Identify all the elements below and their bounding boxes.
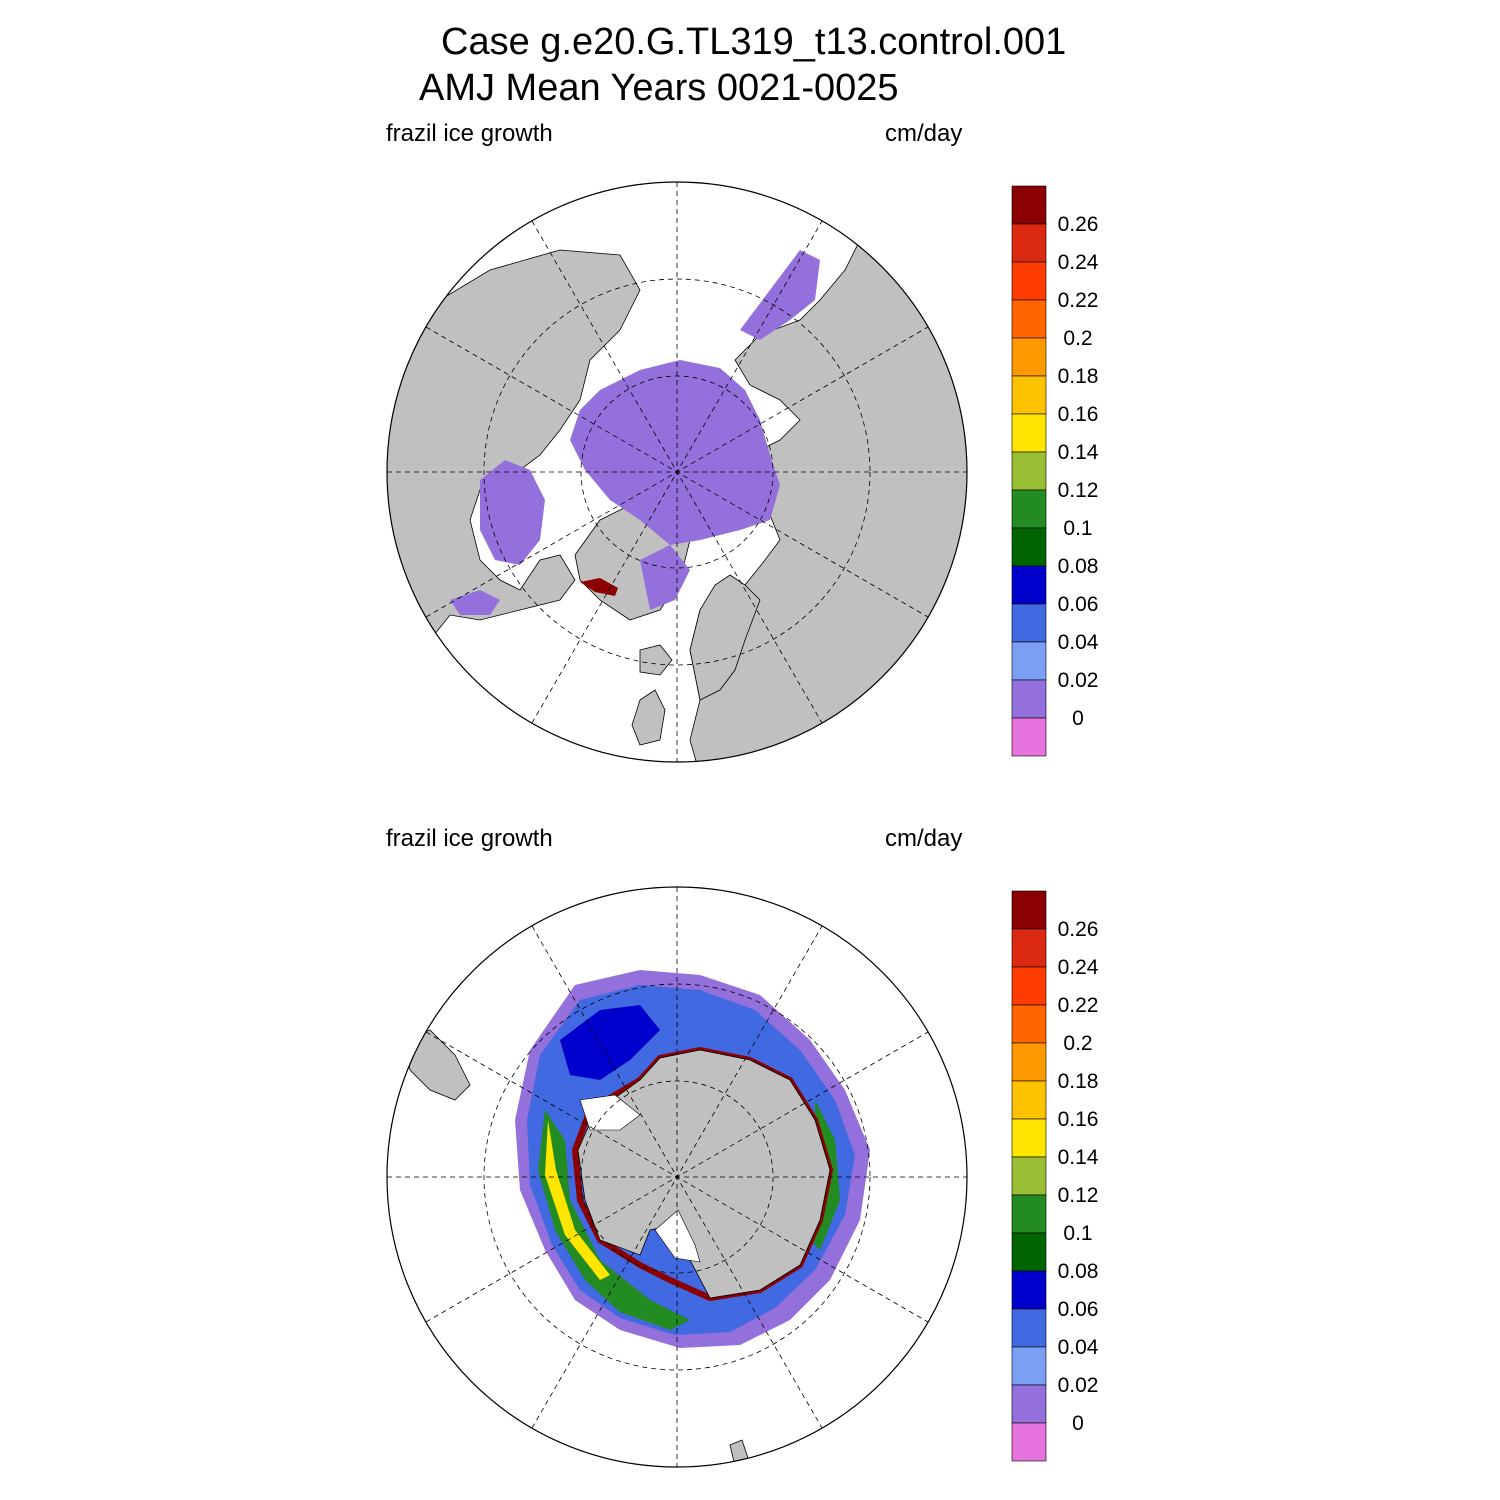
north-land-british-isles [631,689,666,746]
colorbar-swatch [1011,1346,1047,1386]
north-sea-ice-hudson [480,460,545,565]
colorbar-swatch [1011,337,1047,377]
north-variable-label: frazil ice growth [386,120,553,147]
colorbar-swatch [1011,185,1047,225]
colorbar-swatch [1011,527,1047,567]
colorbar-swatch [1011,679,1047,719]
south-polar-map [386,886,968,1468]
north-units-label: cm/day [885,120,963,147]
colorbar-level-label: 0.2 [1063,1032,1092,1055]
colorbar-level-label: 0.12 [1058,1184,1099,1207]
south-sea-ice-dark [560,1005,660,1080]
colorbar-level-label: 0.06 [1058,1298,1099,1321]
colorbar-level-label: 0.26 [1058,213,1099,236]
south-land-south-america [404,1029,471,1101]
colorbar-level-label: 0.16 [1058,1108,1099,1131]
colorbar-swatch [1011,375,1047,415]
north-high-growth-band [580,578,618,596]
colorbar-level-label: 0.24 [1058,251,1099,274]
colorbar-swatch [1011,299,1047,339]
colorbar-swatch [1011,1232,1047,1272]
colorbar-level-label: 0.18 [1058,365,1099,388]
south-sea-ice-yellow [545,1120,610,1280]
north-land-europe [689,574,761,701]
colorbar-swatch [1011,890,1047,930]
north-sea-ice-labrador [450,590,500,615]
south-land-antarctica [577,1049,831,1299]
colorbar-level-label: 0.02 [1058,669,1099,692]
colorbar-swatch [1011,413,1047,453]
north-land-iceland [639,644,673,676]
colorbar-swatch [1011,1194,1047,1234]
colorbar-level-label: 0.14 [1058,1146,1099,1169]
colorbar-level-label: 0.08 [1058,555,1099,578]
colorbar-swatch [1011,966,1047,1006]
colorbar-level-label: 0.08 [1058,1260,1099,1283]
colorbar-level-label: 0 [1072,1412,1084,1435]
colorbar-level-label: 0 [1072,707,1084,730]
figure-title-line-2: AMJ Mean Years 0021-0025 [419,67,899,109]
north-colorbar: 0.26 0.24 0.22 0.2 0.18 0.16 0.14 0.12 0.1 0.08 0.… [1011,185,1099,757]
north-sea-ice-bering [740,250,820,340]
colorbar-level-label: 0.04 [1058,631,1099,654]
colorbar-swatch [1011,1118,1047,1158]
south-units-label: cm/day [885,825,963,852]
colorbar-swatch [1011,223,1047,263]
colorbar-swatch [1011,717,1047,757]
colorbar-swatch [1011,1080,1047,1120]
colorbar-level-label: 0.24 [1058,956,1099,979]
colorbar-level-label: 0.22 [1058,289,1099,312]
colorbar-level-label: 0.26 [1058,918,1099,941]
colorbar-swatch [1011,565,1047,605]
colorbar-level-label: 0.12 [1058,479,1099,502]
colorbar-swatch [1011,928,1047,968]
colorbar-swatch [1011,1308,1047,1348]
north-sea-ice-greenland-east [640,545,690,610]
colorbar-level-label: 0.04 [1058,1336,1099,1359]
colorbar-level-label: 0.18 [1058,1070,1099,1093]
south-ice-shelf-ross [654,1209,701,1263]
colorbar-swatch [1011,451,1047,491]
colorbar-level-label: 0.16 [1058,403,1099,426]
north-sea-ice [570,360,780,545]
colorbar-swatch [1011,1270,1047,1310]
colorbar-swatch [1011,1384,1047,1424]
figure-title-line-1: Case g.e20.G.TL319_t13.control.001 [441,21,1067,63]
colorbar-swatch [1011,1042,1047,1082]
colorbar-level-label: 0.2 [1063,327,1092,350]
colorbar-swatch [1011,603,1047,643]
north-polar-map [386,181,968,763]
colorbar-level-label: 0.22 [1058,994,1099,1017]
colorbar-level-label: 0.1 [1063,517,1092,540]
colorbar-level-label: 0.14 [1058,441,1099,464]
colorbar-swatch [1011,1422,1047,1462]
south-ice-shelf-weddell [579,1094,641,1131]
colorbar-level-label: 0.1 [1063,1222,1092,1245]
colorbar-swatch [1011,261,1047,301]
colorbar-level-label: 0.06 [1058,593,1099,616]
south-colorbar: 0.26 0.24 0.22 0.2 0.18 0.16 0.14 0.12 0.1 0.08 0.… [1011,890,1099,1462]
colorbar-swatch [1011,489,1047,529]
colorbar-level-label: 0.02 [1058,1374,1099,1397]
colorbar-swatch [1011,641,1047,681]
colorbar-swatch [1011,1156,1047,1196]
south-variable-label: frazil ice growth [386,825,553,852]
colorbar-swatch [1011,1004,1047,1044]
